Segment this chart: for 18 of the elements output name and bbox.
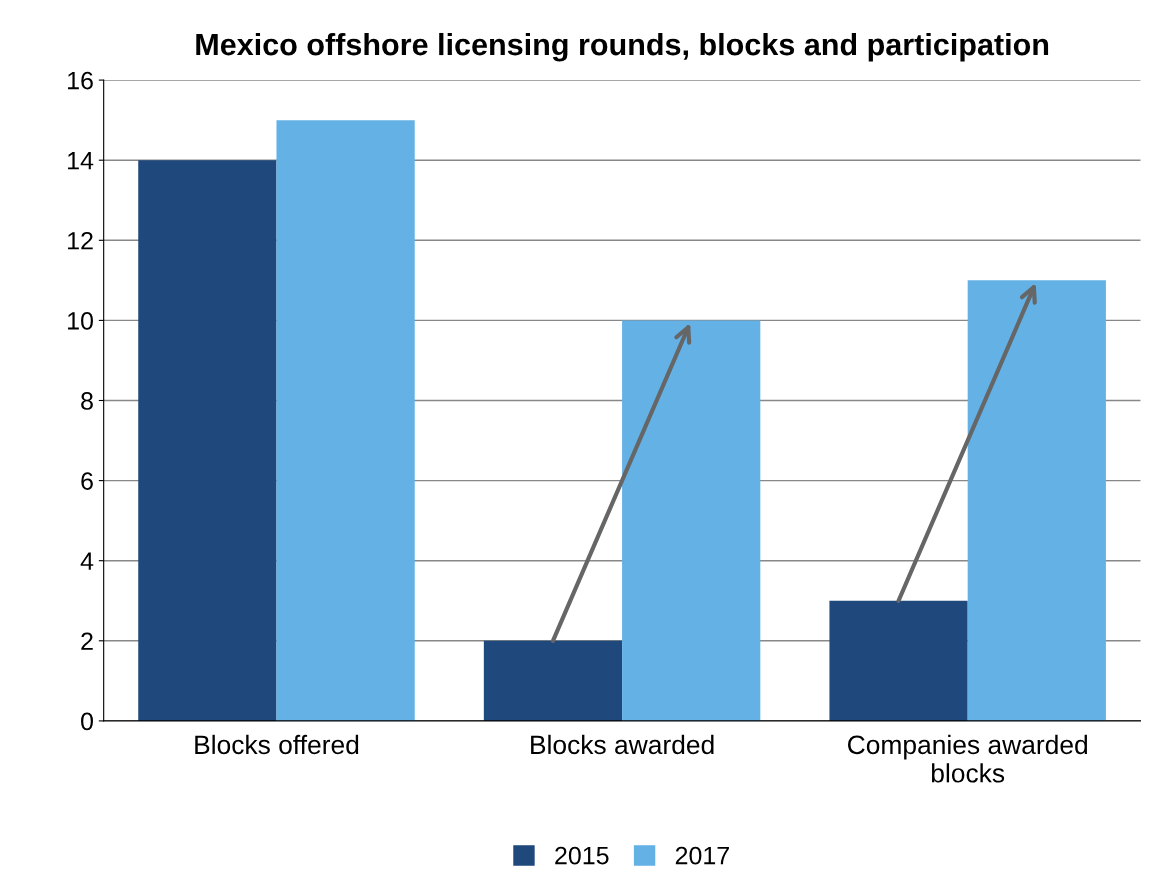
- y-tick-label: 6: [81, 472, 93, 490]
- y-tick-label: 8: [81, 392, 93, 410]
- y-tick-label: 14: [68, 152, 94, 170]
- y-tick-label: 10: [68, 312, 93, 330]
- bar: [138, 160, 277, 721]
- bar: [276, 120, 415, 721]
- chart-title: Mexico offshore licensing rounds, blocks and participation: [196, 32, 1049, 62]
- legend-label: 2015: [555, 846, 609, 865]
- x-tick-label: Companies awarded blocks: [848, 734, 1088, 783]
- x-tick-label: Blocks offered: [195, 734, 359, 755]
- legend-label: 2017: [675, 846, 729, 865]
- y-tick-label: 4: [80, 552, 94, 570]
- y-tick-label: 0: [81, 712, 93, 731]
- y-tick-label: 16: [68, 71, 93, 90]
- y-tick-label: 12: [68, 231, 93, 250]
- x-tick-label: Blocks awarded: [531, 734, 714, 755]
- bar: [483, 640, 623, 721]
- y-tick-label: 2: [81, 632, 93, 650]
